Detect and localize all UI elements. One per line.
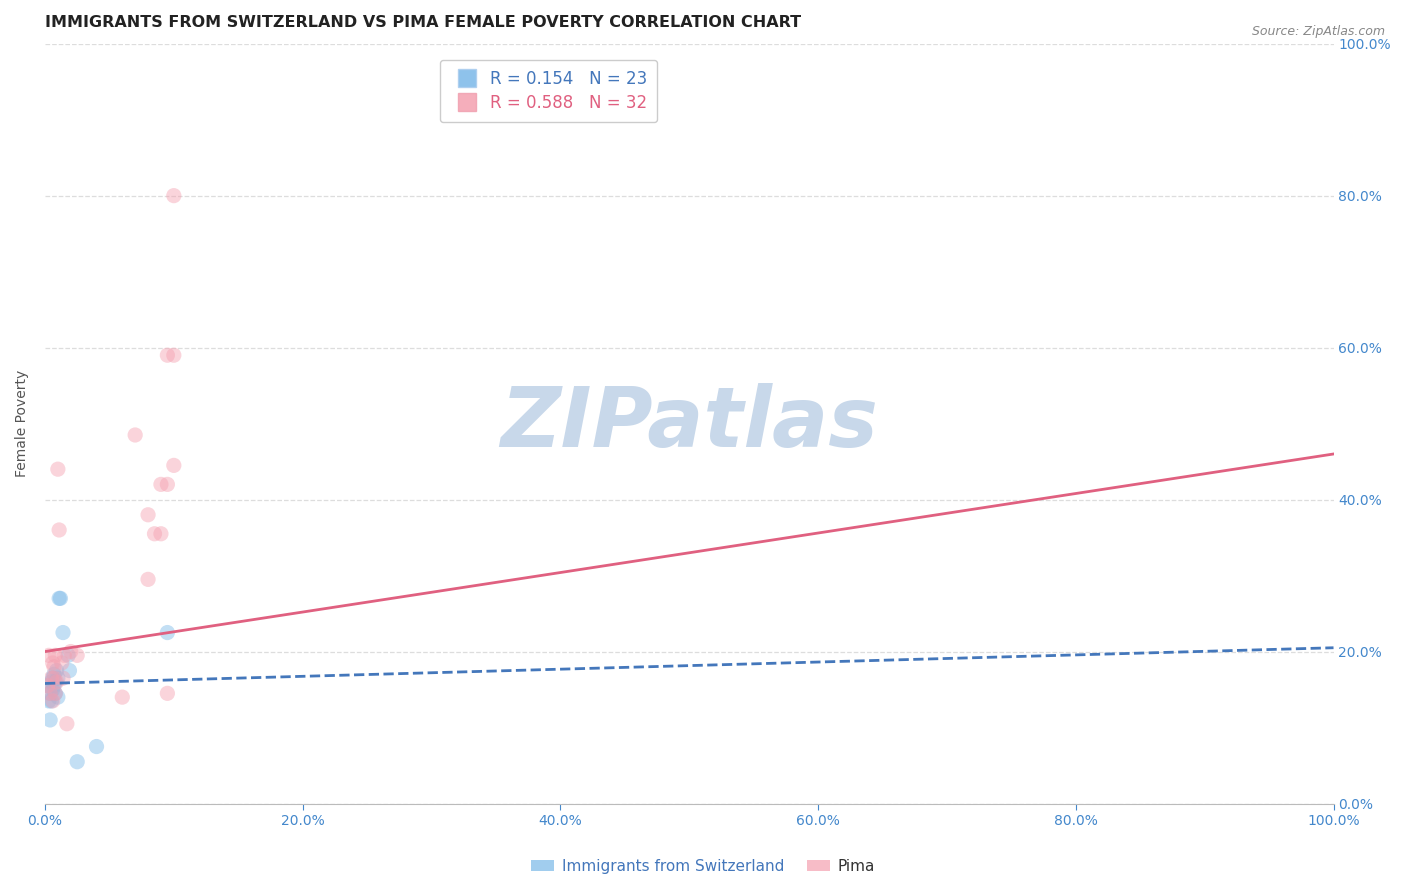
Point — [37, 679, 59, 693]
Point — [48, 523, 70, 537]
Point — [163, 348, 186, 362]
Text: ZIPatlas: ZIPatlas — [501, 383, 879, 464]
Point — [42, 659, 65, 673]
Point — [149, 526, 172, 541]
Point — [86, 739, 108, 754]
Point — [163, 458, 186, 473]
Point — [44, 648, 66, 663]
Point — [44, 686, 66, 700]
Point — [45, 675, 67, 690]
Point — [66, 755, 89, 769]
Point — [156, 625, 179, 640]
Point — [156, 348, 179, 362]
Point — [42, 667, 65, 681]
Point — [39, 686, 62, 700]
Point — [42, 679, 65, 693]
Point — [49, 591, 72, 606]
Point — [39, 713, 62, 727]
Point — [58, 664, 80, 678]
Point — [48, 591, 70, 606]
Point — [56, 716, 79, 731]
Point — [41, 694, 63, 708]
Point — [41, 682, 63, 697]
Point — [46, 671, 69, 685]
Point — [149, 477, 172, 491]
Point — [124, 428, 146, 442]
Point — [66, 648, 89, 663]
Point — [38, 694, 60, 708]
Point — [45, 664, 67, 678]
Point — [143, 526, 166, 541]
Point — [51, 656, 73, 670]
Text: Source: ZipAtlas.com: Source: ZipAtlas.com — [1251, 25, 1385, 38]
Point — [52, 625, 75, 640]
Point — [156, 686, 179, 700]
Point — [44, 675, 66, 690]
Point — [46, 690, 69, 705]
Point — [163, 188, 186, 202]
Point — [41, 671, 63, 685]
Legend: Immigrants from Switzerland, Pima: Immigrants from Switzerland, Pima — [524, 853, 882, 880]
Point — [46, 462, 69, 476]
Point — [53, 648, 76, 663]
Point — [41, 694, 63, 708]
Point — [136, 573, 159, 587]
Point — [111, 690, 134, 705]
Point — [39, 686, 62, 700]
Point — [52, 671, 75, 685]
Point — [44, 686, 66, 700]
Point — [59, 644, 82, 658]
Text: IMMIGRANTS FROM SWITZERLAND VS PIMA FEMALE POVERTY CORRELATION CHART: IMMIGRANTS FROM SWITZERLAND VS PIMA FEMA… — [45, 15, 801, 30]
Point — [42, 671, 65, 685]
Y-axis label: Female Poverty: Female Poverty — [15, 370, 30, 477]
Point — [41, 656, 63, 670]
Point — [56, 648, 79, 663]
Point — [38, 648, 60, 663]
Point — [156, 477, 179, 491]
Point — [136, 508, 159, 522]
Point — [37, 679, 59, 693]
Point — [41, 675, 63, 690]
Legend: R = 0.154   N = 23, R = 0.588   N = 32: R = 0.154 N = 23, R = 0.588 N = 32 — [440, 60, 657, 122]
Point — [41, 671, 63, 685]
